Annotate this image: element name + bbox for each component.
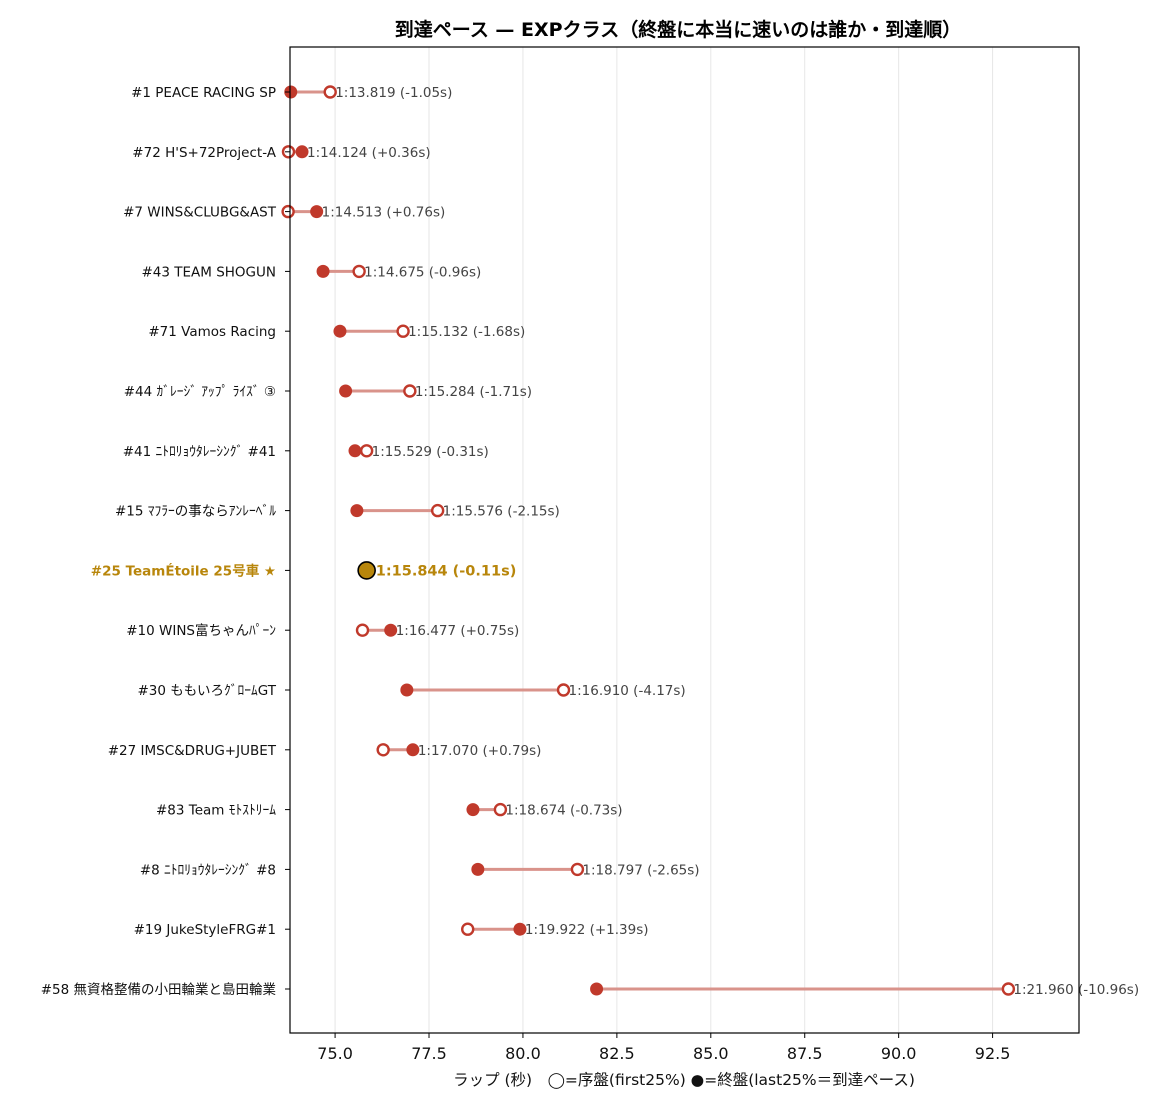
y-tick-label: #83 Team ﾓﾄｽﾄﾘｰﾑ	[156, 803, 276, 819]
late-point	[295, 145, 309, 159]
data-label: 1:15.844 (-0.11s)	[376, 563, 517, 579]
y-tick-label: #7 WINS&CLUBG&AST	[123, 205, 277, 221]
early-point	[376, 743, 390, 757]
y-tick-label: #10 WINS富ちゃんﾊﾟｰﾝ	[126, 622, 276, 639]
x-tick-label: 80.0	[505, 1044, 541, 1063]
early-point	[461, 922, 475, 936]
data-label: 1:14.513 (+0.76s)	[322, 205, 446, 221]
x-axis-label: ラップ (秒) ◯=序盤(first25%) ●=終盤(last25%＝到達ペー…	[453, 1071, 915, 1089]
early-point	[556, 683, 571, 697]
late-point	[339, 384, 353, 398]
early-point	[323, 85, 337, 99]
y-tick-label: #43 TEAM SHOGUN	[141, 264, 276, 280]
early-point	[430, 503, 445, 518]
late-point	[471, 862, 485, 876]
late-point	[310, 205, 324, 219]
early-point	[1001, 982, 1016, 996]
x-tick-label: 77.5	[411, 1044, 447, 1063]
y-tick-label: #15 ﾏﾌﾗｰの事ならｱﾝﾚｰﾍﾞﾙ	[115, 504, 276, 520]
late-point	[466, 803, 480, 817]
x-tick-label: 82.5	[599, 1044, 635, 1063]
data-label: 1:16.477 (+0.75s)	[396, 623, 520, 639]
y-tick-label: #41 ﾆﾄﾛﾘｮｳﾀﾚｰｼﾝｸﾞ #41	[123, 444, 276, 460]
early-point	[359, 444, 374, 458]
data-label: 1:14.124 (+0.36s)	[307, 145, 431, 161]
late-point	[350, 504, 364, 518]
data-marks: 1:13.819 (-1.05s) 1:14.124 (+0.36s) 1:14.5…	[281, 85, 1139, 998]
y-tick-label: #25 TeamÉtoile 25号車 ★	[91, 562, 276, 579]
late-point	[384, 623, 398, 637]
y-tick-label: #71 Vamos Racing	[148, 324, 276, 340]
data-label: 1:16.910 (-4.17s)	[569, 683, 686, 699]
early-point	[493, 802, 508, 817]
y-tick-label: #58 無資格整備の小田輪業と島田輪業	[41, 981, 277, 998]
early-point	[403, 384, 417, 398]
late-point	[316, 264, 330, 278]
y-tick-label: #19 JukeStyleFRG#1	[134, 922, 276, 938]
data-label: 1:13.819 (-1.05s)	[335, 85, 452, 101]
early-point	[352, 264, 366, 279]
late-point	[400, 683, 414, 697]
data-label: 1:19.922 (+1.39s)	[525, 922, 649, 938]
plot-frame	[289, 46, 1080, 1034]
data-label: 1:18.797 (-2.65s)	[582, 862, 699, 878]
x-tick-label: 87.5	[787, 1044, 823, 1063]
x-tick-label: 75.0	[317, 1044, 353, 1063]
y-tick-label: #30 ももいろｸﾞﾛｰﾑGT	[138, 683, 277, 699]
late-point	[284, 85, 298, 99]
early-point	[355, 623, 370, 637]
x-gridlines	[334, 47, 994, 1033]
y-tick-label: #8 ﾆﾄﾛﾘｮｳﾀﾚｰｼﾝｸﾞ #8	[140, 862, 276, 878]
x-tick-label: 90.0	[881, 1044, 917, 1063]
y-tick-label: #27 IMSC&DRUG+JUBET	[108, 743, 277, 759]
x-tick-label: 85.0	[693, 1044, 729, 1063]
late-point-highlight	[357, 561, 376, 580]
data-label: 1:15.284 (-1.71s)	[415, 384, 532, 400]
data-label: 1:15.529 (-0.31s)	[372, 444, 489, 460]
y-tick-labels: #1 PEACE RACING SP #72 H'S+72Project-A #7 …	[41, 85, 290, 998]
chart-title: 到達ペース — EXPクラス（終盤に本当に速いのは誰か・到達順）	[395, 18, 961, 41]
data-label: 1:15.576 (-2.15s)	[443, 504, 560, 520]
late-point	[513, 922, 527, 936]
data-label: 1:17.070 (+0.79s)	[418, 743, 542, 759]
x-tick-label: 92.5	[975, 1044, 1011, 1063]
y-tick-label: #72 H'S+72Project-A	[132, 145, 276, 161]
late-point	[590, 982, 604, 996]
data-label: 1:15.132 (-1.68s)	[408, 324, 525, 340]
late-point	[348, 444, 362, 458]
early-point	[396, 324, 410, 338]
late-point	[333, 324, 347, 338]
y-tick-label: #1 PEACE RACING SP	[131, 85, 276, 101]
late-point	[406, 743, 420, 757]
early-point	[570, 862, 585, 877]
x-tick-labels: 75.0 77.5 80.0 82.5 85.0 87.5 90.0 92.5	[317, 1033, 1010, 1063]
y-tick-label: #44 ｶﾞﾚｰｼﾞ ｱｯﾌﾟ ﾗｲｽﾞ ③	[124, 384, 276, 400]
data-label: 1:14.675 (-0.96s)	[364, 264, 481, 280]
data-label: 1:21.960 (-10.96s)	[1013, 982, 1139, 998]
data-label: 1:18.674 (-0.73s)	[505, 803, 622, 819]
